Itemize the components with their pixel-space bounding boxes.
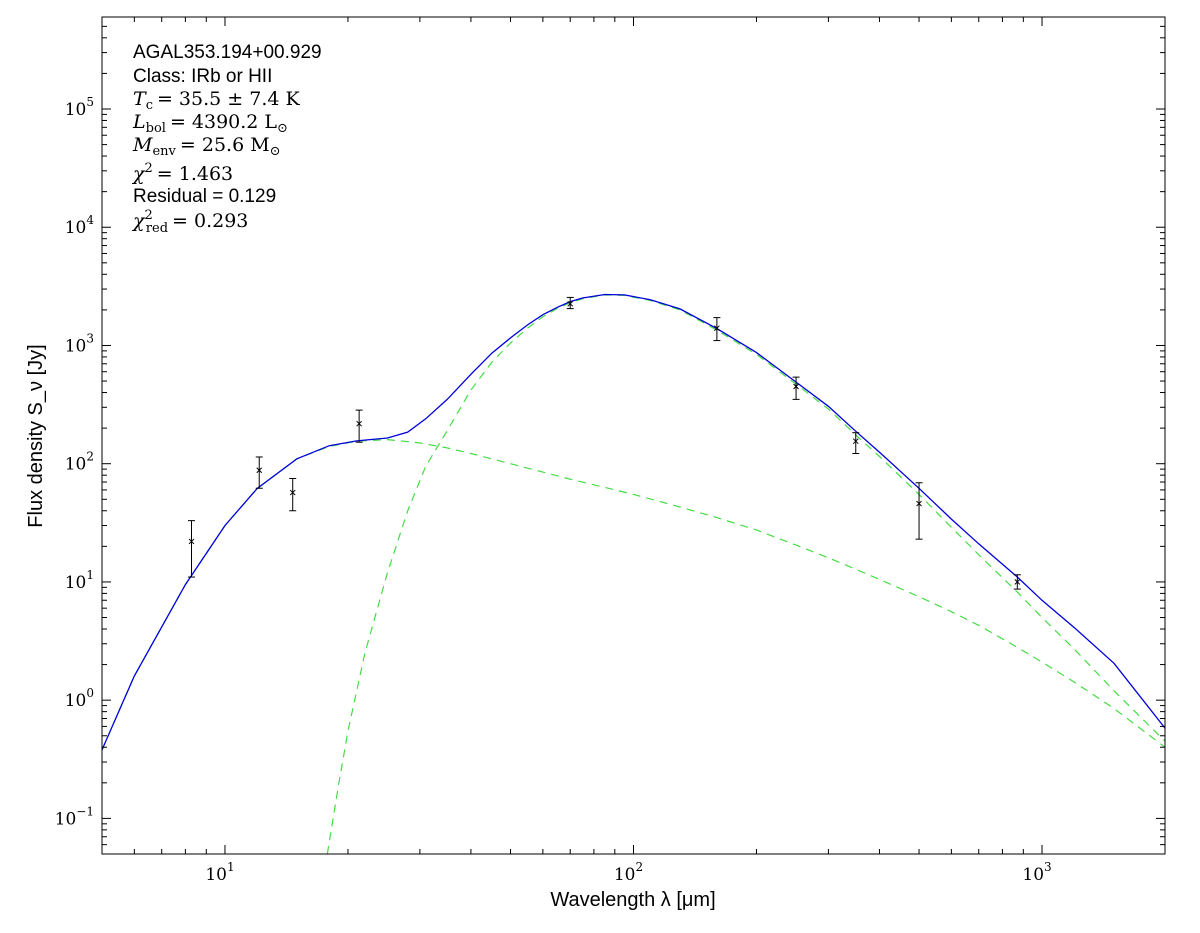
- data-point: [915, 482, 923, 540]
- point-marker: [852, 438, 859, 445]
- plot-background: [102, 17, 1165, 854]
- data-point: [355, 409, 363, 443]
- y-tick-label: 101: [65, 568, 94, 593]
- data-point: [713, 317, 721, 342]
- data-point: [852, 432, 860, 454]
- y-tick-label: 10−1: [55, 804, 94, 829]
- y-tick-label: 100: [65, 686, 94, 711]
- curve-total-model: [101, 293, 1166, 751]
- point-marker: [793, 383, 799, 390]
- data-point: [187, 520, 195, 578]
- chi2red-value: χ2 red = 0.293: [131, 208, 248, 236]
- residual-value: Residual = 0.129: [133, 186, 276, 207]
- x-axis-title: Wavelength λ [μm]: [550, 889, 715, 911]
- point-marker: [567, 300, 574, 307]
- data-point: [1013, 574, 1021, 590]
- tc-value: Tc = 35.5 ± 7.4 K: [133, 88, 300, 113]
- y-tick-label: 103: [65, 331, 94, 356]
- point-marker: [256, 467, 263, 474]
- point-marker: [1014, 579, 1021, 585]
- y-tick-label: 104: [65, 213, 95, 238]
- data-point: [566, 296, 574, 310]
- data-points: [187, 296, 1021, 590]
- source-class: Class: IRb or HII: [133, 66, 272, 87]
- point-marker: [356, 420, 362, 427]
- point-marker: [188, 538, 195, 545]
- data-point: [255, 456, 263, 489]
- x-tick-label: 102: [614, 860, 643, 885]
- point-marker: [714, 325, 720, 332]
- x-tick-label: 103: [1022, 860, 1051, 885]
- point-marker: [916, 500, 922, 507]
- data-point: [289, 477, 297, 512]
- y-axis-title: Flux density S_ν [Jy]: [25, 344, 47, 527]
- data-point: [792, 376, 800, 400]
- chi2-value: χ2 = 1.463: [131, 161, 233, 185]
- model-curves: [101, 293, 1166, 855]
- y-tick-label: 102: [65, 450, 94, 475]
- source-name: AGAL353.194+00.929: [133, 42, 322, 63]
- y-tick-label: 105: [65, 95, 94, 120]
- axis-ticks: 101 102 103 10−1 100 101 102 103 104 105: [55, 16, 1166, 885]
- x-tick-label: 101: [205, 860, 234, 885]
- point-marker: [289, 489, 296, 496]
- plot-frame: [101, 16, 1166, 855]
- menv-value: Menv = 25.6 M⊙: [132, 134, 281, 159]
- lbol-value: Lbol = 4390.2 L⊙: [132, 111, 288, 136]
- curve-warm-component: [101, 438, 1166, 751]
- fit-annotation: AGAL353.194+00.929 Class: IRb or HII Tc =…: [131, 42, 322, 236]
